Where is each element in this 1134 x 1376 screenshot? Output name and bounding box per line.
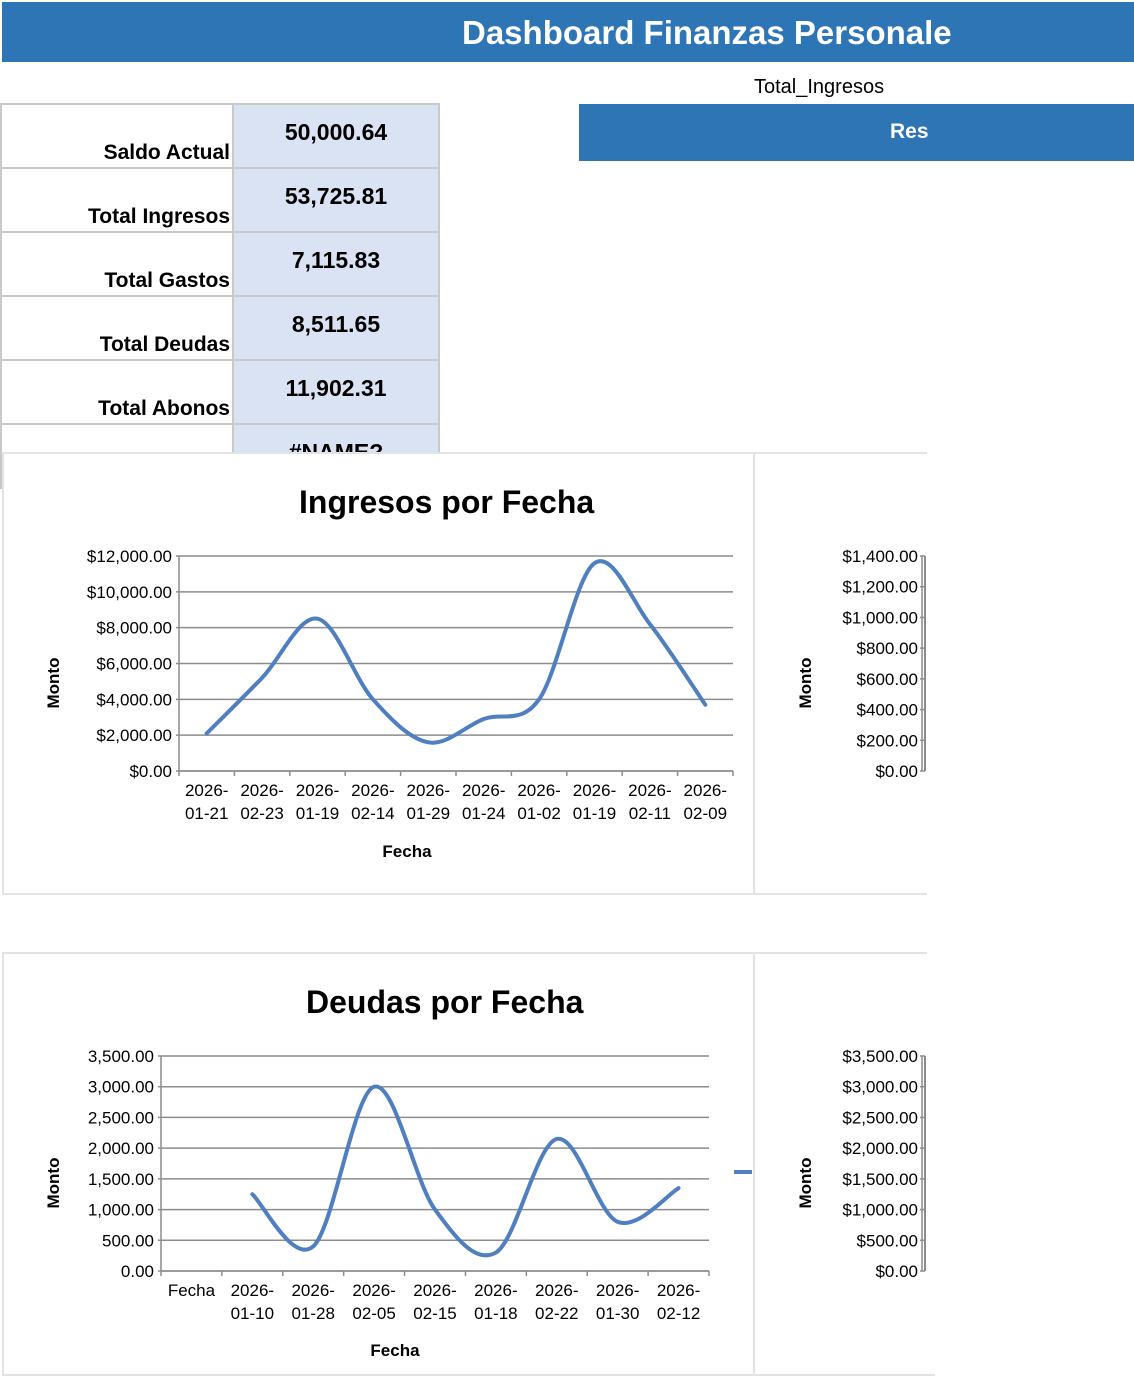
kpi-value-abonos[interactable]: 11,902.31 bbox=[232, 359, 440, 425]
resumen-bar bbox=[579, 104, 1134, 161]
resumen-title: Res bbox=[890, 120, 929, 143]
chart-right-top-panel[interactable] bbox=[753, 452, 935, 895]
kpi-value-ingresos[interactable]: 53,725.81 bbox=[232, 167, 440, 233]
kpi-label-saldo[interactable]: Saldo Actual bbox=[0, 103, 234, 169]
kpi-label-deudas[interactable]: Total Deudas bbox=[0, 295, 234, 361]
kpi-row: Total Gastos 7,115.83 bbox=[0, 231, 440, 297]
header-bar-extension bbox=[926, 2, 1134, 62]
kpi-label-gastos[interactable]: Total Gastos bbox=[0, 231, 234, 297]
header-bar bbox=[2, 2, 926, 62]
kpi-label-ingresos[interactable]: Total Ingresos bbox=[0, 167, 234, 233]
kpi-table: Saldo Actual 50,000.64 Total Ingresos 53… bbox=[0, 103, 440, 489]
viewport-clip bbox=[927, 440, 1134, 1358]
chart-ingresos-title: Ingresos por Fecha bbox=[299, 484, 595, 520]
kpi-label-abonos[interactable]: Total Abonos bbox=[0, 359, 234, 425]
kpi-row: Total Abonos 11,902.31 bbox=[0, 359, 440, 425]
kpi-value-gastos[interactable]: 7,115.83 bbox=[232, 231, 440, 297]
kpi-row: Total Deudas 8,511.65 bbox=[0, 295, 440, 361]
total-ingresos-cell[interactable]: Total_Ingresos bbox=[754, 76, 885, 98]
chart-deudas-title: Deudas por Fecha bbox=[306, 984, 584, 1020]
kpi-value-saldo[interactable]: 50,000.64 bbox=[232, 103, 440, 169]
kpi-row: Saldo Actual 50,000.64 bbox=[0, 103, 440, 169]
kpi-value-deudas[interactable]: 8,511.65 bbox=[232, 295, 440, 361]
dashboard-title: Dashboard Finanzas Personale bbox=[462, 14, 952, 51]
chart-right-bottom-panel[interactable] bbox=[753, 952, 935, 1376]
kpi-row: Total Ingresos 53,725.81 bbox=[0, 167, 440, 233]
